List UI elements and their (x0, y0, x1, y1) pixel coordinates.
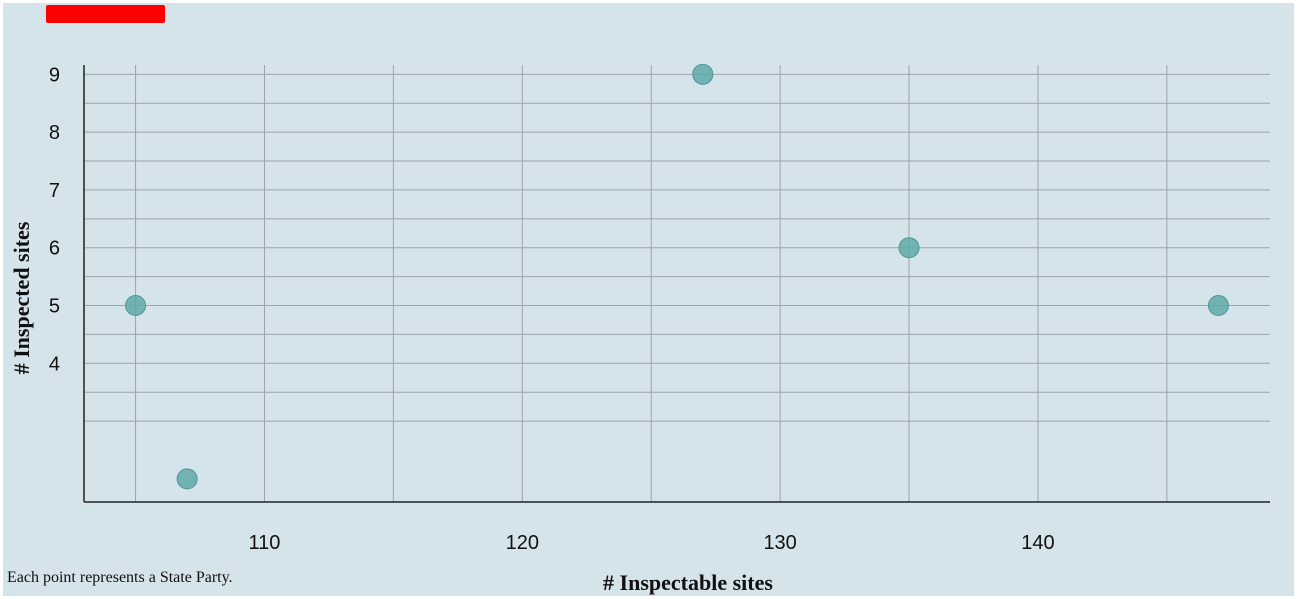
data-point (898, 237, 920, 259)
x-tick-label: 120 (506, 532, 539, 554)
y-tick-label: 6 (49, 238, 60, 260)
x-tick-label: 140 (1021, 532, 1054, 554)
y-tick-label: 9 (49, 64, 60, 86)
y-axis-title: # Inspected sites (9, 221, 34, 374)
data-point (176, 468, 198, 490)
y-tick-label: 8 (49, 122, 60, 144)
red-header-bar (46, 5, 165, 23)
x-tick-label: 110 (249, 532, 281, 554)
data-point (1207, 295, 1229, 317)
y-tick-labels: 4 5 6 7 8 9 (49, 64, 60, 375)
y-tick-label: 7 (49, 180, 60, 202)
x-axis-title: # Inspectable sites (603, 570, 773, 595)
axes (83, 65, 1270, 503)
grid-lines (84, 65, 1270, 502)
data-points (125, 63, 1229, 490)
chart-panel (3, 3, 1294, 596)
data-point (125, 295, 147, 317)
y-tick-label: 4 (49, 353, 60, 375)
x-tick-labels: 110 120 130 140 (249, 532, 1055, 554)
x-tick-label: 130 (763, 532, 796, 554)
footnote: Each point represents a State Party. (7, 569, 233, 586)
data-point (692, 63, 714, 85)
y-tick-label: 5 (49, 296, 60, 318)
